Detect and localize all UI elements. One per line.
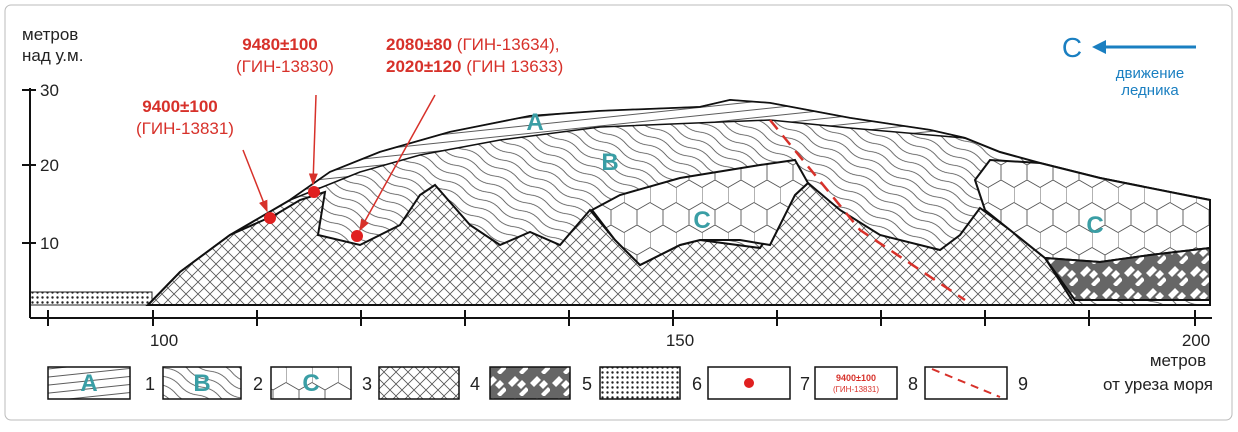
sample-point [308,186,320,198]
legend-label: A [80,370,97,397]
legend-label: C [302,370,319,397]
y-axis-title: метров [22,25,78,44]
y-tick-label: 20 [40,156,59,175]
direction-label: ледника [1121,82,1179,99]
sand-layer [30,292,152,305]
legend-number: 6 [692,374,702,394]
diagram: A B C C 9400±100 (ГИН-13831) 9480±100 (Г… [0,0,1238,427]
date-value: 2080±80 [386,35,452,54]
legend-sample: 9400±100 [836,373,876,383]
unit-label: A [526,109,543,136]
unit-label: C [693,207,710,234]
unit-label: C [1086,212,1103,239]
date-lab: (ГИН-13831) [136,119,234,138]
legend-swatch [815,367,897,399]
date-lab: (ГИН-13830) [236,57,334,76]
legend-number: 4 [470,374,480,394]
date-lab: (ГИН-13634), [452,35,559,54]
legend-number: 2 [253,374,263,394]
legend-sample: (ГИН-13831) [833,385,879,394]
legend-number: 7 [800,374,810,394]
date-value: 2020±120 [386,57,462,76]
x-axis-title: метров [1150,351,1206,370]
date-line: 2080±80 (ГИН-13634), [386,35,559,54]
unit-label: B [601,149,618,176]
legend-number: 9 [1018,374,1028,394]
direction-label: движение [1116,65,1184,82]
x-tick-label: 150 [666,331,694,350]
date-value: 9400±100 [142,97,218,116]
date-line: 2020±120 (ГИН 13633) [386,57,563,76]
date-lab: (ГИН 13633) [462,57,564,76]
legend-number: 8 [908,374,918,394]
sample-point [264,212,276,224]
x-tick-label: 200 [1182,331,1210,350]
legend-number: 1 [145,374,155,394]
legend-swatch [490,367,570,399]
legend-swatch [600,367,680,399]
y-axis-title: над у.м. [22,46,83,65]
legend-point [744,378,754,388]
date-value: 9480±100 [242,35,318,54]
legend-number: 3 [362,374,372,394]
y-tick-label: 10 [40,234,59,253]
x-tick-label: 100 [150,331,178,350]
direction-letter: С [1062,32,1082,63]
y-tick-label: 30 [40,81,59,100]
legend-label: B [193,370,210,397]
sample-point [351,230,363,242]
legend-number: 5 [582,374,592,394]
x-axis-title: от уреза моря [1103,375,1213,394]
legend-swatch [379,367,459,399]
